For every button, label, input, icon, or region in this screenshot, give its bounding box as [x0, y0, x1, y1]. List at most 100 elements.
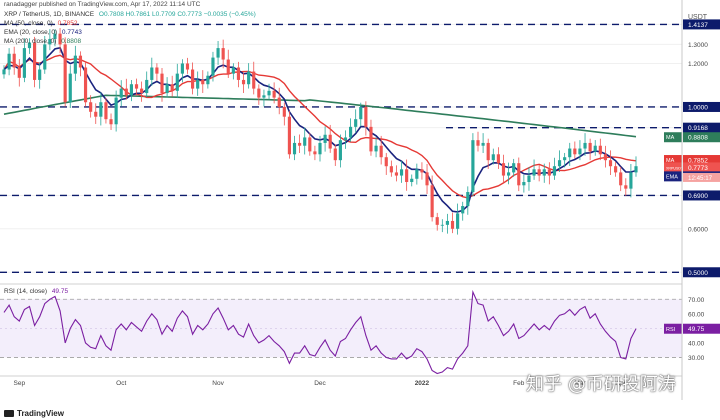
ma50-legend[interactable]: MA (50, close, 0) 0.7852 [4, 20, 77, 27]
candle-body [578, 148, 582, 155]
level-tag-label: 1.0000 [688, 104, 708, 111]
rsi-tag-key-label: RSI [666, 327, 676, 333]
level-tag-label: 0.9168 [688, 125, 708, 132]
candle-body [196, 79, 200, 89]
watermark: 知乎 @币研投阿涛 [526, 374, 676, 395]
candle-body [379, 145, 383, 158]
candle-body [99, 102, 103, 117]
candle-body [512, 163, 516, 173]
candle-body [104, 102, 108, 120]
time-tick-label: Mar [574, 380, 586, 387]
rsi-pane [0, 289, 682, 375]
candle-body [619, 172, 623, 186]
candle-body [114, 97, 118, 125]
candle-body [68, 73, 72, 103]
rsi-legend[interactable]: RSI (14, close) 49.75 [4, 288, 68, 295]
candle-body [2, 69, 6, 75]
ma50-line [3, 54, 637, 199]
candle-body [282, 106, 286, 117]
candle-body [496, 154, 500, 164]
time-tick-label: 2022 [415, 380, 430, 387]
candle-body [226, 59, 230, 74]
candle-body [262, 95, 266, 98]
candle-body [206, 75, 210, 85]
candle-body [318, 142, 322, 155]
rsi-tick-label: 60.00 [688, 311, 705, 318]
candle-body [191, 69, 195, 89]
candle-body [593, 145, 597, 152]
rsi-legend-value: 49.75 [51, 288, 69, 295]
candle-body [557, 160, 562, 167]
level-tag [683, 267, 720, 278]
candle-body [257, 88, 261, 98]
ma200-legend-label: MA (200, close, 0) [4, 38, 57, 45]
candle-body [552, 166, 557, 176]
candle-body [410, 178, 414, 183]
tradingview-logo[interactable]: TradingView [4, 409, 64, 418]
time-axis[interactable]: Sep Oct Nov Dec 2022 Feb Mar Apr [0, 375, 682, 387]
candle-body [140, 88, 144, 94]
candle-body [450, 220, 455, 229]
level-tag-label: 0.5000 [688, 270, 708, 277]
candle-body [124, 88, 128, 96]
ma200-legend[interactable]: MA (200, close, 0) 0.8808 [4, 38, 81, 45]
ema20-legend[interactable]: EMA (20, close, 0) 0.7743 [4, 29, 82, 36]
price-axis[interactable]: 1.3000 1.2000 0.6000 1.4137 1.0000 0.9168 0.69… [664, 19, 720, 278]
candle-body [185, 63, 190, 70]
candle-body [7, 53, 11, 70]
candle-body [129, 84, 133, 96]
symbol-line: XRP / TetherUS, 1D, BINANCE O0.7808 H0.7… [4, 11, 256, 18]
candle-body [277, 97, 281, 107]
candle-body [481, 142, 485, 146]
ma50-tag [683, 155, 720, 166]
candle-body [343, 137, 348, 141]
candle-body [634, 166, 638, 173]
candle-body [537, 169, 541, 176]
candle-body [430, 185, 434, 218]
candle-body [48, 38, 52, 45]
candle-body [435, 217, 439, 225]
candle-body [394, 172, 399, 176]
candle-body [338, 140, 342, 161]
rsi-axis[interactable]: 70.00 60.00 40.00 30.00 RSI 49.75 [664, 297, 720, 362]
candle-body [43, 44, 47, 70]
rsi-tag-key [664, 323, 682, 334]
tradingview-logo-text: TradingView [17, 409, 64, 418]
time-tick-label: Nov [212, 380, 224, 387]
candle-body [58, 33, 62, 45]
candle-body [501, 163, 506, 176]
ma200-tag-label: 0.8808 [688, 135, 708, 142]
time-tick-label: Sep [14, 380, 26, 387]
candle-body [150, 67, 154, 80]
candle-body [440, 224, 444, 226]
candle-body [415, 169, 419, 179]
candle-body [33, 42, 37, 80]
time-tick-label: Dec [314, 380, 326, 387]
time-tick-label: Oct [116, 380, 126, 387]
symbol-title: XRP / TetherUS, 1D, BINANCE [4, 11, 95, 18]
rsi-tick-label: 40.00 [688, 340, 705, 347]
candle-body [466, 192, 470, 207]
candle-body [624, 185, 628, 189]
candle-body [313, 151, 317, 155]
candle-body [399, 169, 404, 176]
candle-body [425, 172, 429, 186]
candle-body [608, 160, 613, 167]
candle-body [445, 220, 449, 225]
level-tag [683, 19, 720, 30]
candle-body [216, 48, 220, 58]
candle-body [420, 169, 424, 173]
candle-body [532, 169, 536, 176]
candle-body [486, 142, 490, 161]
candle-body [73, 55, 77, 74]
candle-body [292, 142, 297, 155]
price-tick-label: 1.3000 [688, 42, 708, 49]
candle-body [568, 148, 572, 158]
candle-body [573, 148, 577, 155]
rsi-line [3, 289, 637, 375]
rsi-tag [683, 323, 720, 334]
countdown-label: 12:45:17 [688, 175, 713, 182]
candle-body [583, 142, 587, 149]
candle-body [89, 102, 93, 112]
